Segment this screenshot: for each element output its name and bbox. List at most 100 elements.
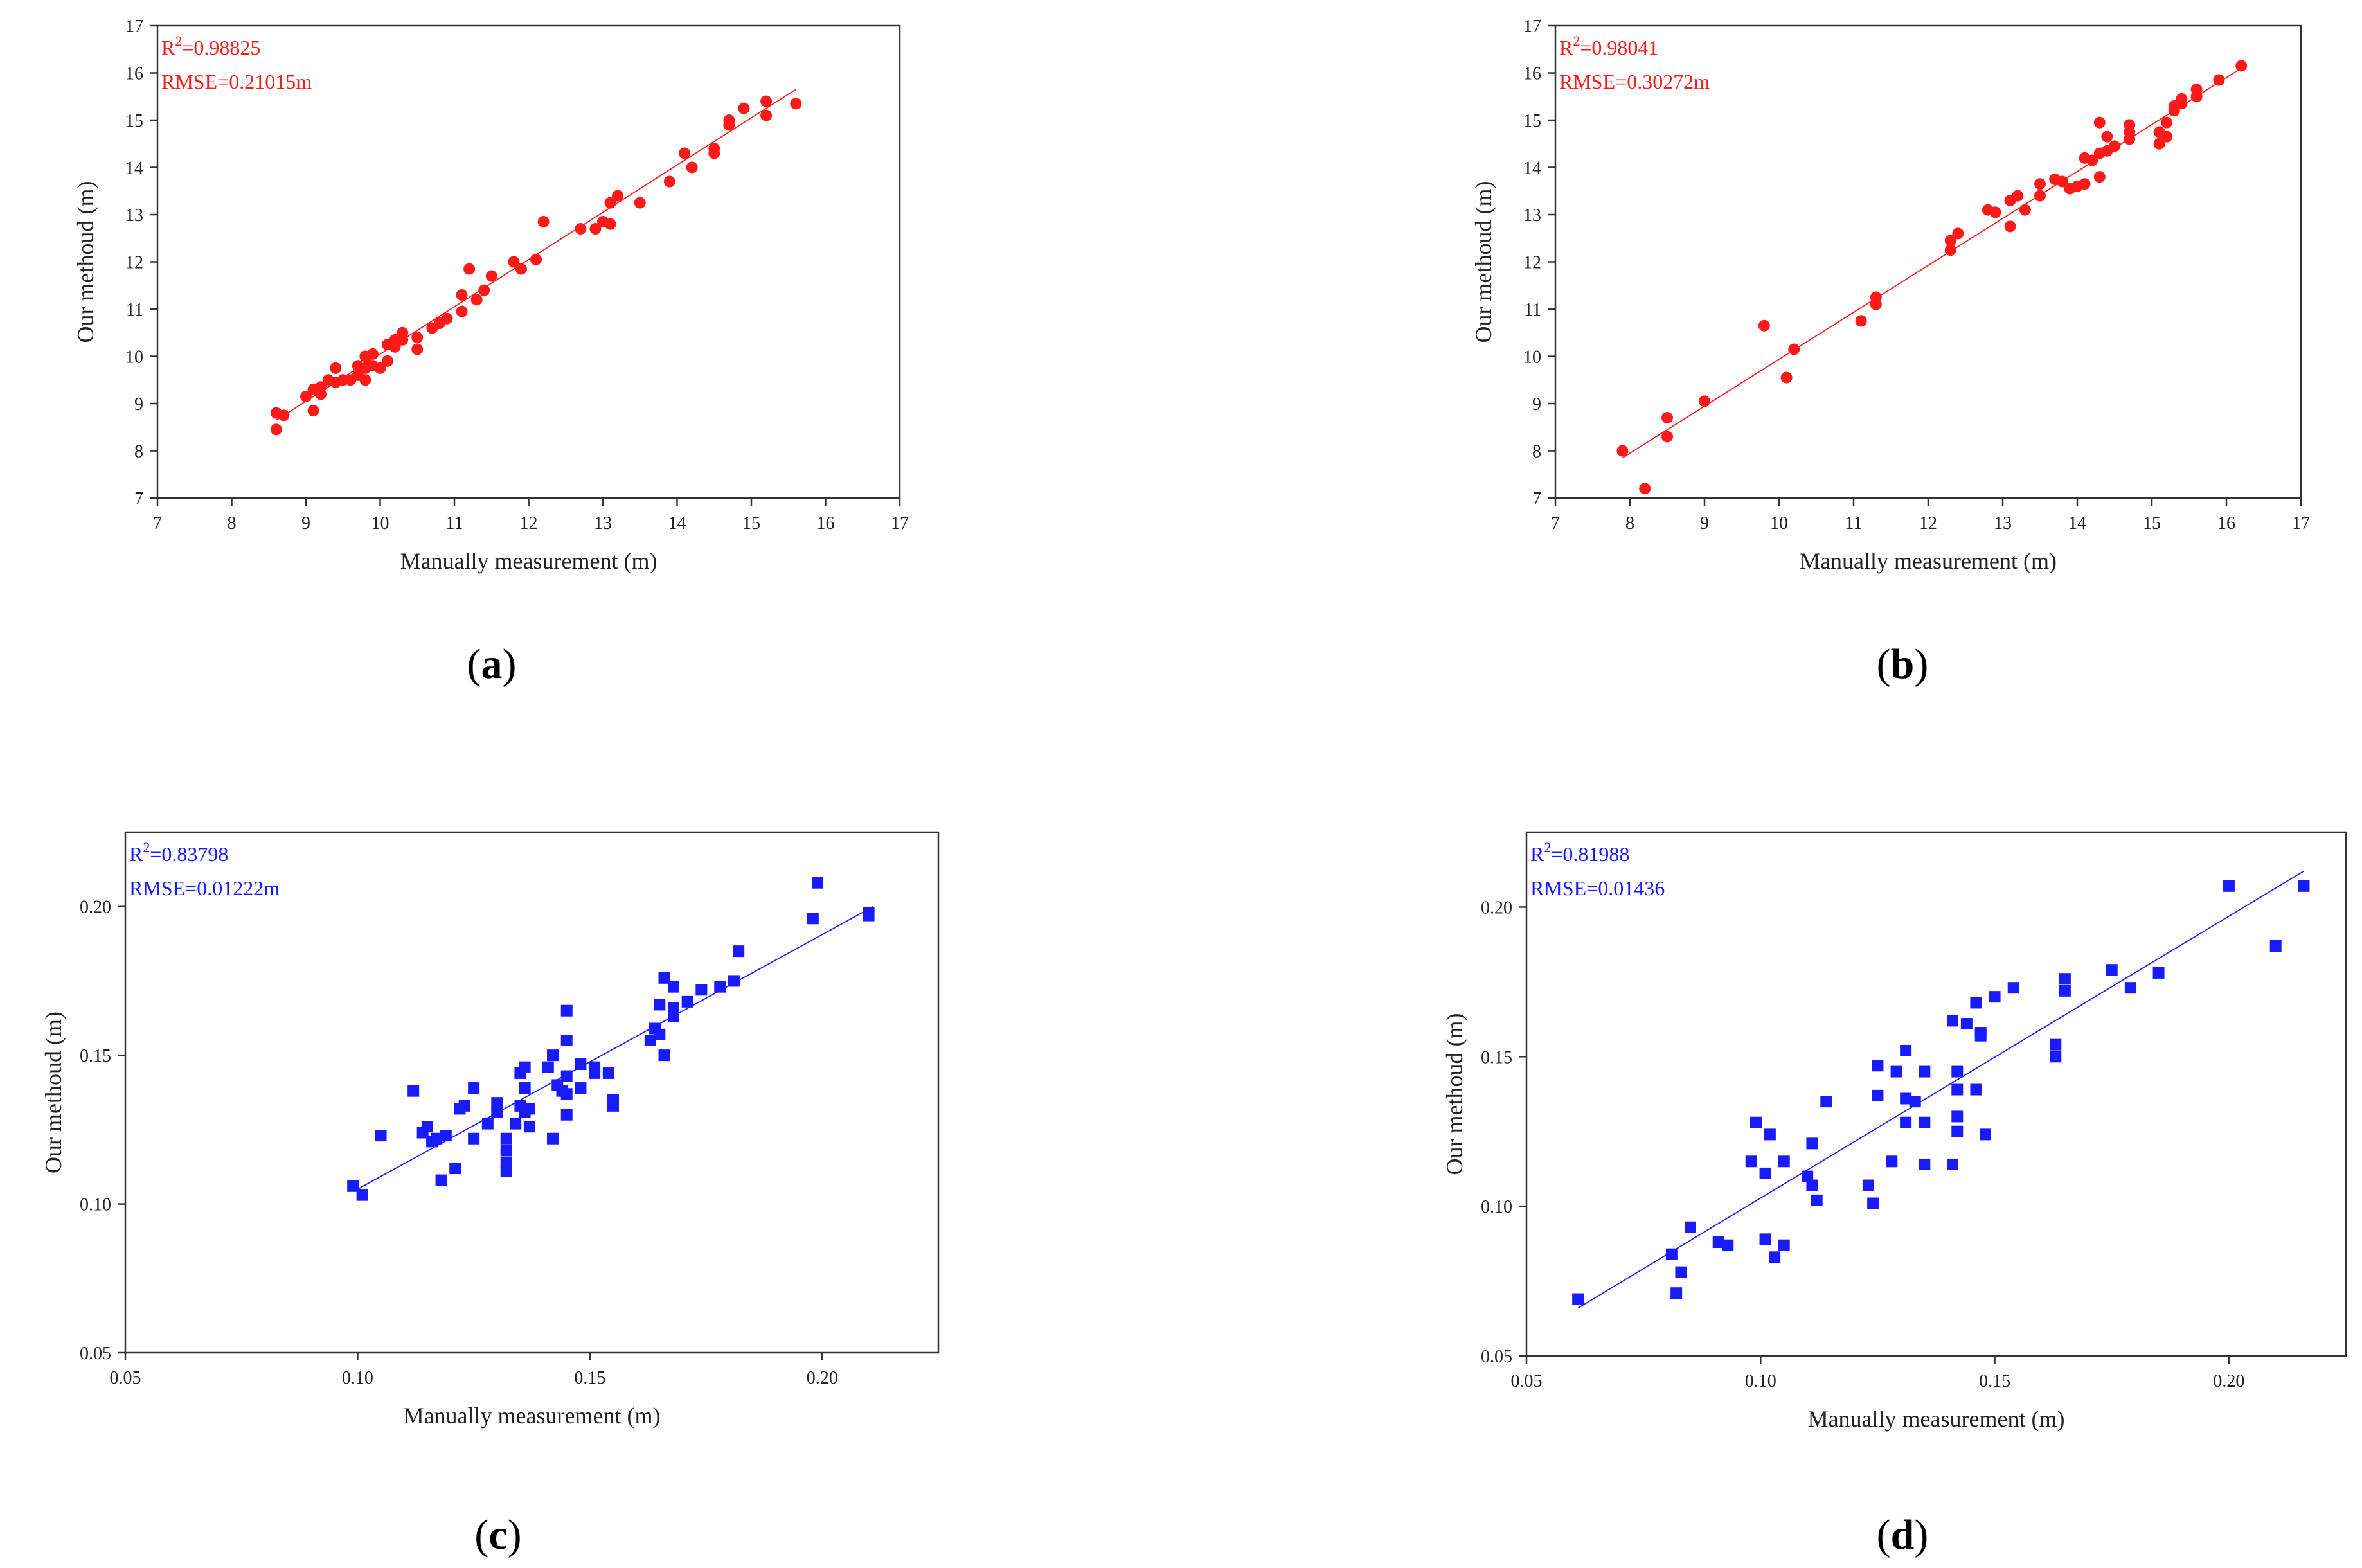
- data-point: [560, 1070, 573, 1082]
- x-tick-label: 15: [2143, 513, 2161, 533]
- data-point: [2007, 982, 2019, 994]
- data-point: [1806, 1179, 1818, 1191]
- data-point: [2153, 138, 2165, 150]
- data-point: [1960, 1018, 1973, 1030]
- x-tick-label: 11: [446, 513, 463, 533]
- rmse-label: RMSE=0.01436: [1530, 877, 1665, 900]
- y-tick-label: 11: [126, 300, 143, 320]
- data-point: [1862, 1179, 1874, 1191]
- rmse-label: RMSE=0.01222m: [129, 877, 280, 900]
- x-tick-label: 16: [817, 513, 835, 533]
- data-point: [1759, 1167, 1771, 1179]
- data-point: [1989, 206, 2001, 218]
- data-point: [2298, 880, 2310, 892]
- data-point: [523, 1103, 535, 1115]
- data-point: [681, 995, 693, 1008]
- data-point: [575, 1058, 587, 1071]
- data-point: [1890, 1065, 1902, 1078]
- data-point: [1970, 997, 1982, 1009]
- x-tick-label: 0.20: [807, 1368, 838, 1388]
- data-points: [347, 877, 875, 1201]
- data-point: [463, 263, 476, 275]
- plot-frame: [156, 24, 901, 499]
- data-point: [2269, 940, 2282, 952]
- r-squared-label: R2=0.98041: [1559, 33, 1658, 59]
- data-point: [1951, 1110, 1964, 1123]
- x-tick-label: 0.05: [110, 1368, 141, 1388]
- y-tick-label: 12: [125, 253, 143, 273]
- y-axis-title: Our methoud (m): [1471, 181, 1496, 343]
- data-point: [658, 1049, 670, 1062]
- data-points: [1616, 60, 2248, 495]
- y-tick-label: 10: [1523, 348, 1541, 368]
- data-point: [330, 362, 342, 374]
- x-axis-ticks: 7 8 9 10 11 12 13 14 15 16 17: [1551, 498, 2310, 533]
- data-point: [1951, 1083, 1964, 1096]
- data-points: [1572, 880, 2310, 1305]
- data-points: [270, 95, 802, 436]
- data-point: [1639, 483, 1651, 495]
- data-point: [2152, 967, 2165, 979]
- data-point: [667, 1002, 679, 1014]
- data-point: [654, 1028, 666, 1040]
- data-point: [644, 1035, 656, 1046]
- data-point: [2056, 175, 2068, 188]
- panel-label: (a): [467, 641, 517, 688]
- data-point: [733, 945, 745, 958]
- data-point: [2124, 119, 2136, 131]
- y-axis-ticks: 7 8 9 10 11 12 13 14 15 16 17: [1523, 17, 1555, 509]
- data-point: [1675, 1266, 1687, 1278]
- data-point: [2059, 984, 2071, 997]
- data-point: [863, 909, 875, 922]
- y-tick-label: 10: [125, 348, 143, 368]
- data-point: [1750, 1116, 1762, 1128]
- data-point: [1616, 445, 1629, 457]
- data-point: [695, 984, 708, 996]
- data-point: [1909, 1096, 1921, 1108]
- x-tick-label: 8: [1625, 513, 1634, 533]
- data-point: [1855, 315, 1867, 327]
- data-point: [1886, 1155, 1898, 1168]
- x-tick-label: 0.15: [574, 1368, 605, 1388]
- data-point: [575, 1082, 587, 1094]
- data-point: [500, 1145, 512, 1157]
- y-axis-title: Our methoud (m): [1442, 1013, 1467, 1175]
- x-axis-title: Manually measurement (m): [1800, 548, 2057, 574]
- y-tick-label: 0.20: [80, 898, 111, 918]
- data-point: [686, 161, 698, 174]
- x-tick-label: 14: [2068, 513, 2086, 533]
- data-point: [812, 877, 824, 889]
- data-point: [470, 294, 483, 306]
- x-tick-label: 10: [1770, 513, 1788, 533]
- data-point: [500, 1156, 512, 1168]
- data-point: [1867, 1197, 1879, 1209]
- data-point: [1769, 1251, 1781, 1263]
- y-tick-label: 8: [1532, 442, 1541, 462]
- x-tick-label: 16: [2217, 513, 2235, 533]
- data-point: [2050, 1051, 2062, 1063]
- fit-line: [1577, 870, 2304, 1309]
- data-point: [530, 253, 542, 265]
- data-point: [1900, 1092, 1912, 1105]
- y-tick-label: 14: [1523, 159, 1541, 179]
- plot-frame: [1554, 24, 2302, 499]
- data-point: [612, 190, 624, 202]
- data-point: [728, 975, 740, 987]
- x-tick-label: 12: [520, 513, 538, 533]
- data-point: [1722, 1239, 1734, 1251]
- chart-panel-c: 0.05 0.10 0.15 0.20 0.05 0.10 0.15 0.20 Manually…: [40, 831, 940, 1558]
- plot-frame: [1525, 831, 2347, 1357]
- y-tick-label: 11: [1524, 300, 1541, 320]
- chart-panel-b: 7 8 9 10 11 12 13 14 15 16 17 7 8 9 10 11 12 13 14 15 16 17 Ma…: [1471, 17, 2310, 688]
- y-tick-label: 14: [125, 159, 143, 179]
- data-point: [481, 1118, 494, 1130]
- y-tick-label: 9: [1532, 395, 1541, 414]
- data-point: [1820, 1096, 1832, 1108]
- y-tick-label: 9: [134, 395, 143, 414]
- y-tick-label: 17: [125, 17, 143, 37]
- fit-line: [357, 905, 874, 1190]
- data-point: [1811, 1194, 1823, 1206]
- data-point: [2190, 84, 2203, 96]
- y-axis-ticks: 0.05 0.10 0.15 0.20: [1481, 898, 1526, 1367]
- data-point: [366, 348, 379, 360]
